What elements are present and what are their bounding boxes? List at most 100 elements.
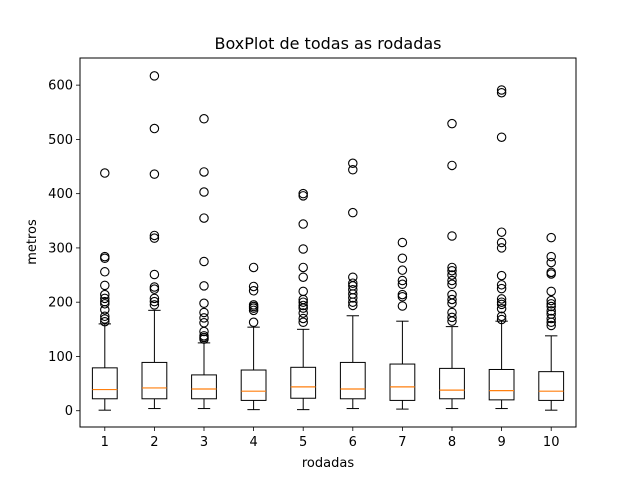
flier-point bbox=[298, 317, 308, 328]
flier-point bbox=[496, 132, 507, 142]
flier-point bbox=[149, 71, 160, 81]
flier-point bbox=[149, 230, 160, 241]
x-tick-label: 3 bbox=[200, 435, 208, 450]
flier-point bbox=[348, 272, 358, 282]
flier-point bbox=[496, 270, 507, 281]
flier-point bbox=[149, 233, 160, 243]
flier-point bbox=[100, 314, 110, 324]
y-tick-label: 600 bbox=[48, 79, 73, 94]
flier-point bbox=[496, 294, 507, 304]
flier-point bbox=[546, 320, 556, 331]
x-tick-label: 2 bbox=[150, 435, 158, 450]
y-tick-label: 400 bbox=[48, 187, 73, 202]
flier-point bbox=[447, 265, 457, 276]
x-axis-label: rodadas bbox=[302, 456, 354, 471]
flier-point bbox=[199, 298, 209, 309]
flier-point bbox=[248, 286, 259, 296]
flier-point bbox=[496, 283, 507, 294]
flier-point bbox=[199, 281, 209, 291]
flier-point bbox=[248, 262, 259, 273]
flier-point bbox=[447, 307, 457, 318]
y-tick-label: 0 bbox=[65, 404, 73, 419]
flier-point bbox=[199, 307, 209, 318]
flier-point bbox=[348, 158, 358, 169]
flier-point bbox=[546, 309, 556, 319]
flier-point bbox=[199, 187, 209, 197]
flier-point bbox=[100, 296, 110, 307]
flier-point bbox=[546, 286, 556, 297]
flier-point bbox=[397, 279, 408, 290]
box bbox=[141, 361, 168, 400]
flier-point bbox=[447, 312, 457, 323]
flier-point bbox=[496, 227, 507, 237]
box bbox=[538, 371, 565, 401]
box bbox=[389, 363, 416, 401]
flier-point bbox=[348, 207, 358, 218]
flier-point bbox=[248, 281, 259, 292]
flier-point bbox=[199, 167, 209, 177]
flier-point bbox=[199, 213, 209, 223]
flier-point bbox=[100, 267, 110, 277]
flier-point bbox=[298, 188, 308, 199]
flier-point bbox=[199, 318, 209, 328]
box bbox=[339, 361, 366, 400]
flier-point bbox=[149, 282, 160, 292]
flier-point bbox=[496, 85, 507, 95]
plot-area: 0 100 200 300 400 500 600 1 2 3 4 5 6 7 8 9 10 bbox=[48, 71, 565, 450]
flier-point bbox=[447, 289, 457, 300]
flier-point bbox=[199, 256, 209, 267]
y-tick-label: 500 bbox=[48, 133, 73, 148]
y-axis-label: metros bbox=[25, 219, 40, 265]
box bbox=[290, 366, 317, 399]
flier-point bbox=[348, 278, 358, 288]
flier-point bbox=[149, 269, 160, 280]
flier-point bbox=[447, 294, 457, 305]
flier-point bbox=[100, 311, 110, 322]
flier-point bbox=[298, 244, 308, 254]
box bbox=[191, 374, 217, 400]
flier-point bbox=[546, 232, 556, 243]
flier-point bbox=[298, 286, 308, 297]
flier-point bbox=[298, 262, 308, 273]
flier-point bbox=[496, 314, 507, 325]
flier-point bbox=[546, 301, 556, 312]
flier-point bbox=[546, 257, 556, 268]
x-tick-label: 1 bbox=[101, 435, 109, 450]
flier-point bbox=[100, 289, 110, 300]
flier-point bbox=[298, 272, 308, 282]
x-tick-label: 8 bbox=[448, 435, 456, 450]
flier-point bbox=[546, 306, 556, 316]
x-tick-label: 9 bbox=[497, 435, 505, 450]
flier-point bbox=[348, 284, 358, 295]
y-tick-label: 200 bbox=[48, 296, 73, 311]
x-tick-label: 4 bbox=[249, 435, 257, 450]
y-tick-label: 100 bbox=[48, 350, 73, 365]
box bbox=[240, 369, 267, 401]
flier-point bbox=[447, 160, 457, 171]
flier-point bbox=[149, 293, 160, 304]
x-tick-label: 6 bbox=[349, 435, 357, 450]
flier-point bbox=[397, 275, 408, 286]
box bbox=[91, 367, 118, 400]
chart-title: BoxPlot de todas as rodadas bbox=[214, 34, 441, 53]
flier-point bbox=[248, 317, 259, 328]
flier-point bbox=[397, 265, 408, 275]
flier-point bbox=[546, 251, 556, 262]
flier-point bbox=[100, 316, 110, 327]
flier-point bbox=[447, 270, 457, 280]
flier-point bbox=[100, 251, 110, 262]
x-tick-label: 7 bbox=[398, 435, 406, 450]
flier-point bbox=[447, 231, 457, 241]
flier-point bbox=[149, 123, 160, 134]
flier-point bbox=[149, 300, 160, 310]
flier-point bbox=[100, 293, 110, 304]
flier-point bbox=[298, 297, 308, 307]
flier-point bbox=[546, 267, 556, 278]
flier-point bbox=[496, 280, 507, 290]
box bbox=[488, 368, 515, 401]
flier-point bbox=[397, 237, 408, 248]
flier-point bbox=[447, 262, 457, 273]
flier-point bbox=[199, 313, 209, 323]
flier-point bbox=[447, 118, 457, 129]
